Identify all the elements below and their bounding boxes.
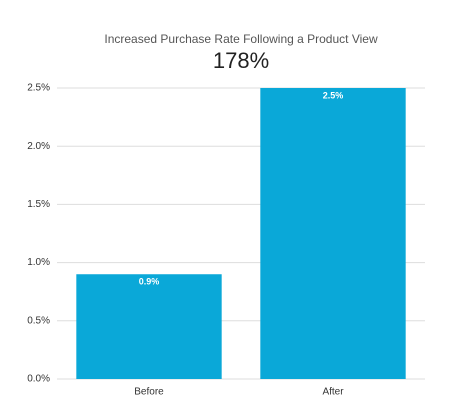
value-label: 2.5% xyxy=(323,90,344,100)
y-tick-label: 2.0% xyxy=(27,141,50,152)
x-tick-label: Before xyxy=(134,387,164,398)
y-tick-label: 1.0% xyxy=(27,257,50,268)
y-tick-label: 1.5% xyxy=(27,199,50,210)
y-tick-label: 0.0% xyxy=(27,374,50,385)
x-tick-label: After xyxy=(322,387,344,398)
y-tick-label: 0.5% xyxy=(27,315,50,326)
bar xyxy=(260,88,406,379)
y-tick-label: 2.5% xyxy=(27,83,50,94)
bar xyxy=(76,274,222,379)
value-label: 0.9% xyxy=(139,277,160,287)
chart-title: Increased Purchase Rate Following a Prod… xyxy=(104,32,378,46)
chart-subtitle: 178% xyxy=(213,48,269,73)
